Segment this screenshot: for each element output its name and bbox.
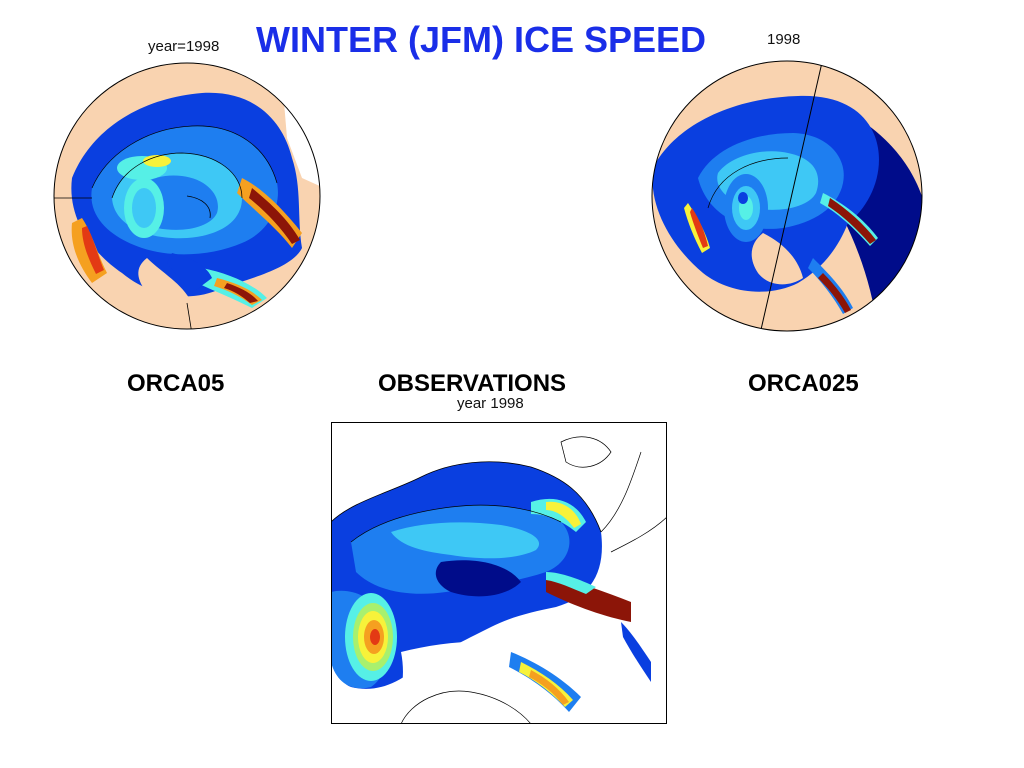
orca025-caption: ORCA025 <box>748 370 859 397</box>
right-map-header: 1998 <box>767 31 801 48</box>
center-map-header: year 1998 <box>457 395 524 412</box>
orca05-polar-map <box>53 62 321 330</box>
left-map-header: year=1998 <box>148 38 220 55</box>
observations-map <box>331 422 667 724</box>
page-title: WINTER (JFM) ICE SPEED <box>256 19 707 60</box>
observations-caption: OBSERVATIONS <box>378 370 567 397</box>
orca05-caption: ORCA05 <box>127 370 225 397</box>
orca025-polar-map <box>651 60 923 332</box>
